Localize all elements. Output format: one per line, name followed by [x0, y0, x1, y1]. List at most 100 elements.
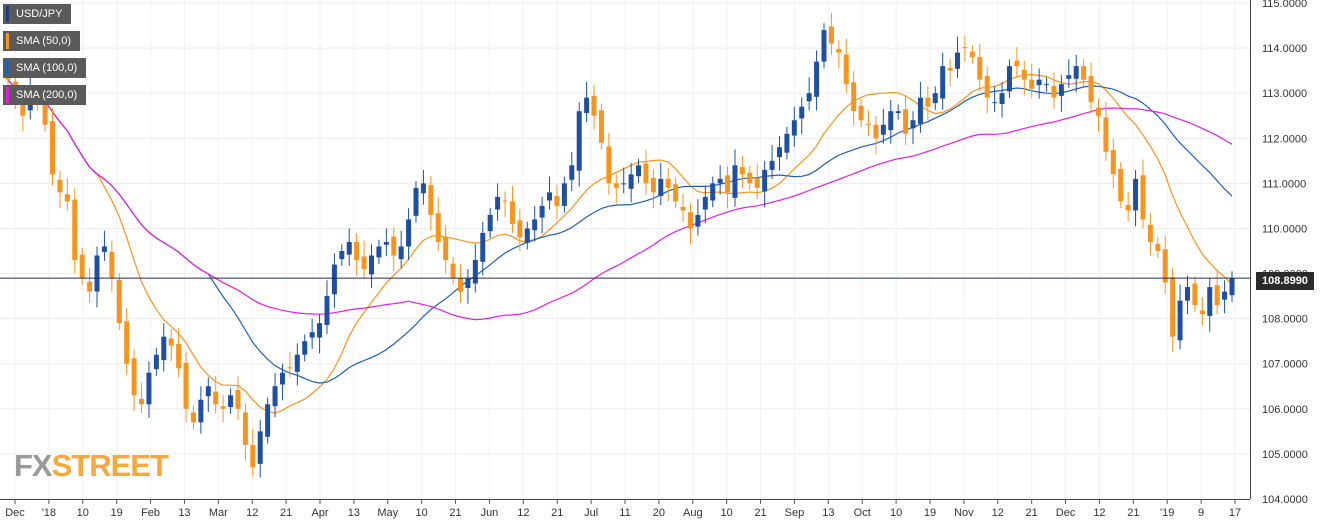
x-tick-label: 21 [280, 507, 292, 519]
legend-label: SMA (100,0) [16, 62, 78, 74]
candle-body [606, 146, 612, 184]
candle-body [116, 279, 122, 324]
x-tick-label: Jul [584, 507, 598, 519]
candle-body [532, 219, 538, 231]
candle-body [213, 391, 219, 405]
x-tick-label: '19 [1160, 507, 1174, 519]
legend-item-sma200[interactable]: SMA (200,0) [3, 85, 87, 105]
candle-body [547, 192, 553, 201]
x-tick-label: 21 [754, 507, 766, 519]
candle-body [161, 336, 167, 361]
candle-body [1006, 66, 1012, 92]
candle-body [680, 206, 686, 211]
candle-body [57, 179, 63, 193]
candle-body [754, 177, 760, 188]
candle-body [917, 97, 923, 124]
candle-body [962, 47, 968, 49]
candle-body [940, 66, 946, 99]
legend-item-sma50[interactable]: SMA (50,0) [3, 31, 81, 51]
candle-body [1155, 243, 1161, 251]
candle-body [287, 367, 293, 369]
candle-body [569, 165, 575, 180]
x-tick-label: '18 [42, 507, 56, 519]
candle-body [695, 214, 701, 227]
x-tick-label: 17 [1229, 507, 1241, 519]
x-tick-label: May [377, 507, 398, 519]
candle-body [984, 76, 990, 98]
candle-body [339, 251, 345, 260]
x-tick-label: 21 [551, 507, 563, 519]
candle-body [324, 296, 330, 325]
candle-body [72, 199, 78, 261]
candle-body [999, 93, 1005, 105]
candle-body [1036, 79, 1042, 86]
candle-body [598, 110, 604, 143]
candle-body [866, 123, 872, 125]
candle-body [621, 183, 627, 185]
x-tick-label: Aug [683, 507, 703, 519]
candle-body [183, 362, 189, 409]
y-tick-label: 104.0000 [1262, 494, 1308, 506]
x-tick-label: 9 [1198, 507, 1204, 519]
candle-body [851, 82, 857, 112]
x-tick-label: 12 [517, 507, 529, 519]
candle-body [1110, 149, 1116, 175]
candle-body [79, 254, 85, 279]
candle-body [673, 184, 679, 202]
candle-body [613, 183, 619, 188]
candle-body [873, 124, 879, 139]
candle-body [828, 26, 834, 44]
candle-body [472, 260, 478, 284]
candle-body [947, 67, 953, 71]
x-tick-label: 20 [653, 507, 665, 519]
candle-body [1192, 283, 1198, 306]
candle-body [1222, 291, 1228, 300]
candle-body [1021, 69, 1027, 80]
sma100-line [7, 79, 1233, 384]
candle-body [910, 120, 916, 129]
candle-body [1133, 178, 1139, 211]
legend-label: SMA (200,0) [16, 89, 78, 101]
candlesticks [5, 12, 1235, 478]
y-axis-labels: 115.0000 114.0000 113.0000 112.0000 111.0000… [1262, 0, 1308, 506]
candle-body [739, 167, 745, 175]
candle-body [64, 194, 70, 202]
candle-body [272, 386, 278, 407]
candle-body [925, 97, 931, 107]
candle-body [561, 183, 567, 206]
candle-body [94, 255, 100, 292]
x-tick-label: Dec [1056, 507, 1076, 519]
candle-body [190, 412, 196, 423]
candle-body [176, 343, 182, 369]
candle-body [776, 147, 782, 158]
x-tick-label: 10 [77, 507, 89, 519]
candle-body [858, 105, 864, 121]
sma200-line [7, 79, 1233, 321]
legend-label: USD/JPY [16, 8, 63, 20]
x-tick-label: Oct [854, 507, 871, 519]
legend-item-sma100[interactable]: SMA (100,0) [3, 58, 87, 78]
candle-body [650, 177, 656, 193]
candle-body [1214, 285, 1220, 306]
x-tick-label: Dec [5, 507, 25, 519]
candle-body [517, 220, 523, 238]
candle-body [109, 251, 115, 279]
candle-body [257, 431, 263, 464]
x-tick-label: 21 [1127, 507, 1139, 519]
candle-body [1177, 300, 1183, 341]
legend-item-usdjpy[interactable]: USD/JPY [3, 4, 72, 24]
candle-body [1095, 107, 1101, 116]
candle-body [124, 321, 130, 364]
x-tick-label: 10 [416, 507, 428, 519]
candle-body [888, 111, 894, 131]
candle-body [1066, 75, 1072, 79]
candle-body [643, 163, 649, 184]
candle-body [932, 93, 938, 104]
candle-body [687, 212, 693, 229]
candle-body [1125, 205, 1131, 211]
grid [0, 0, 1250, 500]
candle-body [1170, 277, 1176, 337]
x-tick-label: 12 [1093, 507, 1105, 519]
candle-body [205, 386, 211, 397]
candle-body [895, 111, 901, 114]
